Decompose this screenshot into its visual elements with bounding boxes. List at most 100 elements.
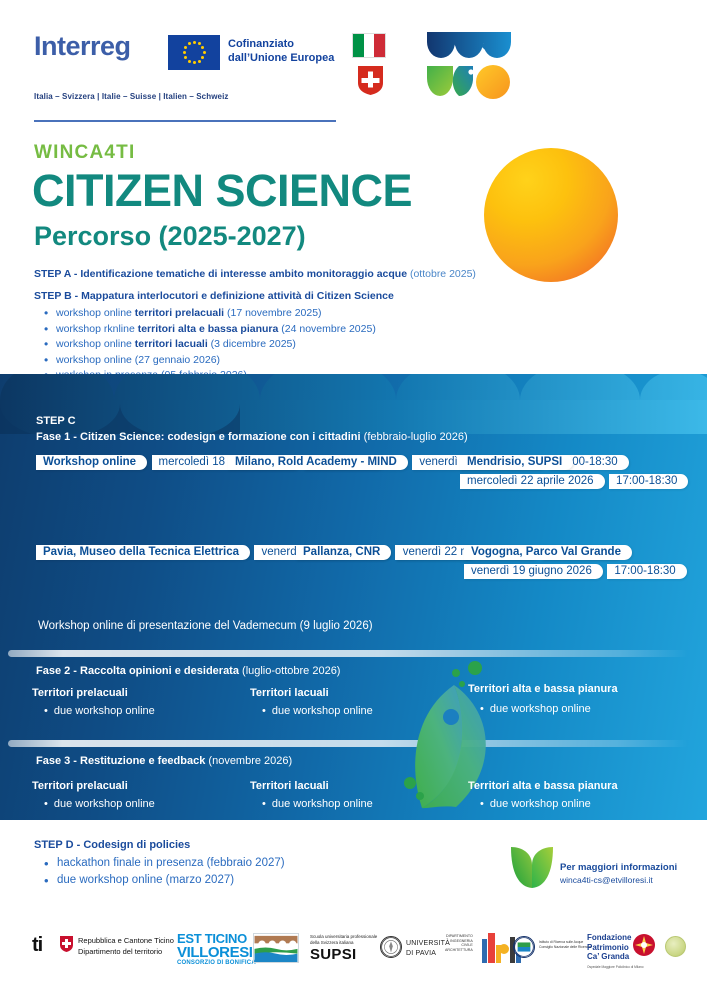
sun-circle-icon	[484, 148, 618, 282]
irsa-cnr-logo: Istituto di Ricerca sulle Acque Consigli…	[513, 936, 591, 963]
item-date: (17 novembre 2025)	[224, 307, 322, 319]
event-card: Vogogna, Parco Val Grande venerdì 19 giu…	[464, 542, 707, 580]
step-d-item: due workshop online (marzo 2027)	[42, 871, 285, 891]
vademecum-note: Workshop online di presentazione del Vad…	[38, 620, 373, 632]
universita-pavia-seal-icon	[380, 936, 402, 958]
section-divider-fase2	[8, 650, 688, 657]
step-d-item: hackathon finale in presenza (febbraio 2…	[42, 854, 285, 874]
etv-line3: CONSORZIO DI BONIFICA	[177, 960, 256, 966]
step-c-fase1-line: Fase 1 - Citizen Science: codesign e for…	[36, 430, 468, 446]
fase3-heading: Fase 3 - Restituzione e feedback (novemb…	[36, 755, 292, 767]
page-title: CITIZEN SCIENCE	[32, 165, 413, 216]
wave-arc-pattern-icon	[0, 374, 707, 434]
event-place: Pavia, Museo della Tecnica Elettrica	[36, 545, 251, 560]
step-a-dash: -	[70, 268, 81, 280]
etv-line1: EST TICINO	[177, 931, 247, 946]
poster-header: Interreg Italia – Svizzera | Italie – Su…	[0, 0, 707, 130]
interreg-regions-label: Italia – Svizzera | Italie – Suisse | It…	[34, 92, 229, 101]
dicar-line2: INGEGNERIA	[450, 938, 473, 943]
contact-email[interactable]: winca4ti-cs@etvilloresi.it	[560, 874, 653, 885]
fase3-group-item: due workshop online	[44, 798, 155, 810]
step-b-item: workshop online territori lacuali (3 dic…	[42, 336, 602, 353]
step-b-list: workshop online territori prelacuali (17…	[42, 305, 602, 384]
event-time: 17:00-18:30	[607, 564, 687, 579]
ticino-shield-icon	[60, 936, 73, 952]
event-date: mercoledì 22 aprile 2026	[460, 474, 605, 489]
fase3-group-name: Territori alta e bassa pianura	[468, 780, 618, 792]
unipv-line2: DI PAVIA	[406, 950, 437, 958]
dicar-line3: CIVILE	[461, 943, 473, 948]
event-card: Mendrisio, SUPSI mercoledì 22 aprile 202…	[460, 452, 707, 490]
ti-logo-text: Repubblica e Cantone Ticino Dipartimento…	[78, 936, 174, 958]
step-d-label: STEP D	[34, 839, 74, 851]
contact-info: Per maggiori informazioni winca4ti-cs@et…	[560, 862, 677, 886]
step-b-label: STEP B	[34, 290, 72, 302]
step-c-heading: STEP C Fase 1 - Citizen Science: codesig…	[36, 414, 468, 445]
step-d-heading: STEP D - Codesign di policies	[34, 839, 190, 851]
step-c-label: STEP C	[36, 415, 76, 427]
fase3-date: (novembre 2026)	[205, 755, 293, 767]
item-date: (3 dicembre 2025)	[207, 338, 296, 351]
step-a-line: STEP A - Identificazione tematiche di in…	[34, 268, 594, 280]
eu-flag-icon	[168, 35, 220, 70]
page-subtitle: Percorso (2025-2027)	[34, 221, 306, 251]
step-b-item: workshop rknline territori alta e bassa …	[42, 321, 602, 338]
step-d-list: hackathon finale in presenza (febbraio 2…	[42, 854, 285, 891]
est-ticino-villoresi-logo: EST TICINO VILLORESI CONSORZIO DI BONIFI…	[177, 932, 256, 966]
fase3-group-name: Territori prelacuali	[32, 780, 128, 792]
fase2-dash: -	[70, 665, 81, 677]
cg-line2: Patrimonio	[587, 942, 629, 952]
italy-flag-icon	[352, 33, 386, 58]
fase2-group-name: Territori lacuali	[250, 687, 329, 699]
green-leaf-icon	[511, 847, 553, 888]
event-place: Milano, Rold Academy - MIND	[228, 455, 408, 470]
fase1-title: Citizen Science: codesign e formazione c…	[80, 430, 361, 443]
fase2-label: Fase 2	[36, 665, 71, 677]
ti-logo-mark: ti	[32, 934, 43, 956]
irsa-text: Istituto di Ricerca sulle Acque Consigli…	[539, 940, 597, 949]
step-a-title: Identificazione tematiche di interesse a…	[80, 268, 408, 280]
event-place: Pallanza, CNR	[296, 545, 392, 560]
fase2-group-item: due workshop online	[44, 705, 155, 717]
step-d-title: Codesign di policies	[83, 839, 191, 851]
step-d-dash: -	[73, 839, 84, 851]
supsi-logo: Scuola universitaria professionale della…	[310, 934, 377, 963]
cg-line4: Ospedale Maggiore Policlinico di Milano	[587, 964, 644, 969]
supsi-line2: della Svizzera italiana	[310, 940, 354, 946]
header-divider	[34, 120, 336, 122]
interreg-wordmark: Interreg	[34, 31, 131, 61]
contact-heading: Per maggiori informazioni	[560, 862, 678, 873]
dicar-line4: ARCHITETTURA	[445, 948, 473, 953]
fase3-title: Restituzione e feedback	[80, 755, 206, 767]
fase3-group-name: Territori lacuali	[250, 780, 329, 792]
event-place: Mendrisio, SUPSI	[460, 455, 574, 470]
cg-line3: Ca’ Granda	[587, 952, 630, 962]
footer-logos: ti Repubblica e Cantone Ticino Dipartime…	[0, 912, 707, 1000]
event-place: Workshop online	[36, 455, 148, 470]
fase1-date: (febbraio-luglio 2026)	[360, 430, 468, 443]
step-b-item: workshop online territori prelacuali (17…	[42, 305, 602, 322]
fase2-date: (luglio-ottobre 2026)	[238, 665, 341, 677]
fase2-group-name: Territori prelacuali	[32, 687, 128, 699]
interreg-italia-svizzera-logo-icon	[427, 32, 511, 99]
item-bold: territori alta e bassa pianura	[137, 322, 279, 335]
step-b-heading: STEP B - Mappatura interlocutori e defin…	[34, 290, 594, 302]
fase1-label: Fase 1	[36, 430, 71, 443]
fase2-heading: Fase 2 - Raccolta opinioni e desiderata …	[36, 665, 340, 677]
ti-line1: Repubblica e Cantone Ticino	[78, 936, 174, 945]
fase2-group-item: due workshop online	[480, 703, 591, 715]
universita-pavia-text: UNIVERSITÀ DI PAVIA	[406, 939, 450, 959]
irsa-line1: Istituto di Ricerca sulle Acque	[539, 940, 584, 944]
dicar-line1: DIPARTIMENTO	[446, 934, 473, 938]
blue-wave-section	[0, 374, 707, 820]
fase3-dash: -	[70, 755, 81, 767]
cg-line1: Fondazione	[587, 933, 632, 942]
ti-line2: Dipartimento del territorio	[78, 946, 163, 956]
section-divider-fase3	[8, 740, 688, 747]
step-b-item: workshop online (27 gennaio 2026)	[42, 352, 602, 369]
fase2-group-name: Territori alta e bassa pianura	[468, 683, 618, 695]
project-name: WINCA4TI	[34, 142, 136, 163]
partner-seal-icon	[665, 936, 686, 957]
item-text: workshop online	[56, 307, 135, 319]
